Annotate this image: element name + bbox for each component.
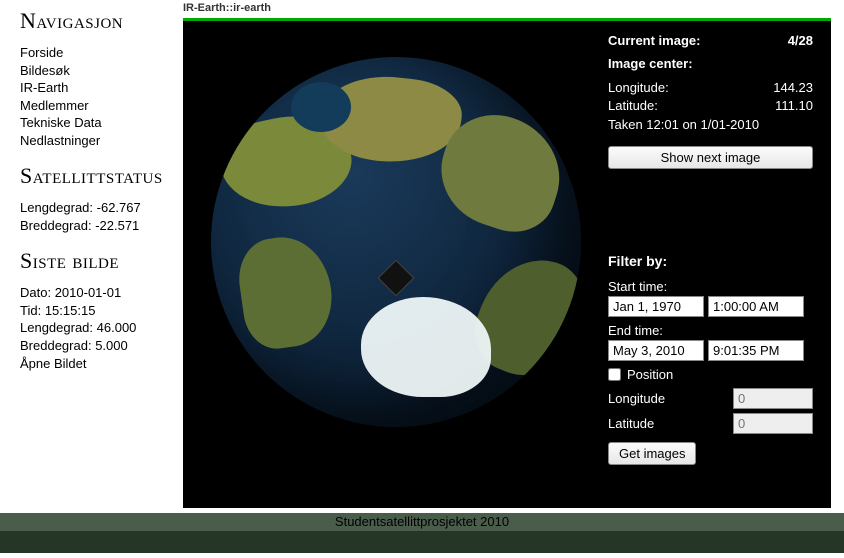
open-image-link[interactable]: Åpne Bildet: [20, 355, 183, 373]
start-date-input[interactable]: [608, 296, 704, 317]
end-time-label: End time:: [608, 323, 813, 338]
footer: Studentsatellittprosjektet 2010: [0, 513, 844, 553]
image-center-label: Image center:: [608, 56, 813, 71]
last-time-value: 15:15:15: [45, 303, 96, 318]
nav-item-nedlastninger[interactable]: Nedlastninger: [20, 132, 183, 150]
status-lat-value: -22.571: [95, 218, 139, 233]
footer-text: Studentsatellittprosjektet 2010: [0, 513, 844, 531]
nav-item-medlemmer[interactable]: Medlemmer: [20, 97, 183, 115]
center-lng-label: Longitude:: [608, 79, 669, 97]
nav-item-bildesok[interactable]: Bildesøk: [20, 62, 183, 80]
filter-lat-label: Latitude: [608, 416, 654, 431]
center-lng-value: 144.23: [773, 79, 813, 97]
center-lat-value: 111.10: [775, 97, 813, 115]
center-lat-label: Latitude:: [608, 97, 658, 115]
filter-heading: Filter by:: [608, 253, 813, 269]
last-lat-value: 5.000: [95, 338, 128, 353]
end-date-input[interactable]: [608, 340, 704, 361]
filter-panel: Filter by: Start time: End time: Positio…: [608, 253, 813, 465]
last-date-value: 2010-01-01: [55, 285, 122, 300]
current-image-label: Current image:: [608, 33, 700, 48]
status-lng-label: Lengdegrad:: [20, 200, 93, 215]
nav-list: Forside Bildesøk IR-Earth Medlemmer Tekn…: [20, 44, 183, 149]
end-time-input[interactable]: [708, 340, 804, 361]
filter-lat-input[interactable]: [733, 413, 813, 434]
sidebar: Navigasjon Forside Bildesøk IR-Earth Med…: [0, 0, 183, 510]
viewer: Current image: 4/28 Image center: Longit…: [183, 18, 831, 508]
main: IR-Earth::ir-earth Current image: 4/28 I…: [183, 0, 844, 510]
current-image-value: 4/28: [788, 33, 813, 48]
nav-item-tekniske[interactable]: Tekniske Data: [20, 114, 183, 132]
last-lng-label: Lengdegrad:: [20, 320, 93, 335]
last-info: Dato: 2010-01-01 Tid: 15:15:15 Lengdegra…: [20, 284, 183, 372]
last-date-label: Dato:: [20, 285, 51, 300]
start-time-label: Start time:: [608, 279, 813, 294]
last-lat-label: Breddegrad:: [20, 338, 92, 353]
status-info: Lengdegrad: -62.767 Breddegrad: -22.571: [20, 199, 183, 234]
last-time-label: Tid:: [20, 303, 41, 318]
nav-heading: Navigasjon: [20, 8, 183, 34]
start-time-input[interactable]: [708, 296, 804, 317]
filter-lng-label: Longitude: [608, 391, 665, 406]
last-lng-value: 46.000: [97, 320, 137, 335]
satellite-marker: [378, 260, 415, 297]
position-checkbox[interactable]: [608, 368, 621, 381]
filter-lng-input[interactable]: [733, 388, 813, 409]
last-heading: Siste bilde: [20, 248, 183, 274]
taken-text: Taken 12:01 on 1/01-2010: [608, 117, 813, 132]
status-lng-value: -62.767: [97, 200, 141, 215]
status-heading: Satellittstatus: [20, 163, 183, 189]
nav-item-forside[interactable]: Forside: [20, 44, 183, 62]
nav-item-ir-earth[interactable]: IR-Earth: [20, 79, 183, 97]
info-panel: Current image: 4/28 Image center: Longit…: [608, 33, 813, 169]
globe-image: [211, 57, 581, 427]
position-label: Position: [627, 367, 673, 382]
breadcrumb: IR-Earth::ir-earth: [183, 0, 844, 18]
show-next-button[interactable]: Show next image: [608, 146, 813, 169]
get-images-button[interactable]: Get images: [608, 442, 696, 465]
status-lat-label: Breddegrad:: [20, 218, 92, 233]
